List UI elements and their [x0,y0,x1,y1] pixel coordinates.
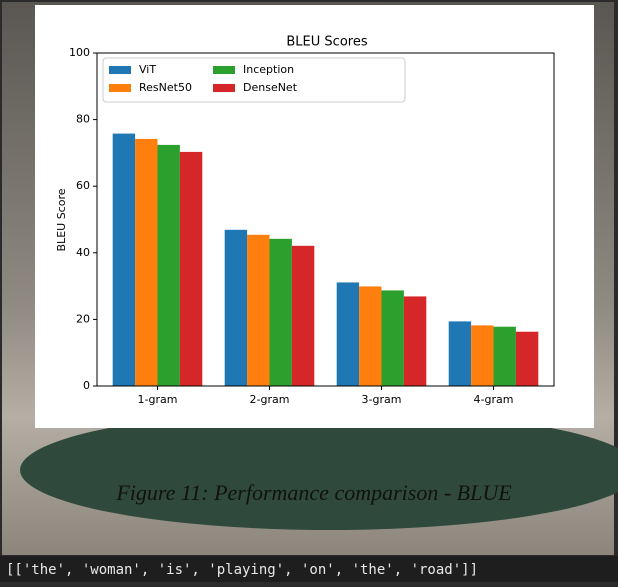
y-tick-label: 80 [76,113,90,126]
legend-swatch [109,66,131,74]
photo-object [20,410,618,530]
x-tick-label: 1-gram [138,393,178,406]
legend-swatch [109,84,131,92]
legend-swatch [213,84,235,92]
bar [179,151,203,386]
bar [448,321,472,386]
bar [291,245,315,386]
y-axis-label: BLEU Score [55,188,68,251]
legend-label: DenseNet [243,81,298,94]
legend-label: ViT [139,63,156,76]
y-tick-label: 20 [76,312,90,325]
chart-title: BLEU Scores [286,35,367,50]
x-tick-label: 3-gram [362,393,402,406]
bar [359,286,382,386]
bar [336,282,360,386]
legend-label: ResNet50 [139,81,192,94]
y-tick-label: 100 [69,46,90,59]
bar [471,325,494,386]
plot-frame [96,52,555,387]
bar [112,133,136,386]
legend-label: Inception [243,63,294,76]
bar [381,290,404,386]
legend-box [102,57,406,103]
bar [224,229,248,386]
y-tick-label: 60 [76,179,90,192]
x-tick-label: 2-gram [250,393,290,406]
output-bar [0,556,618,582]
bar [247,234,270,386]
y-tick-label: 40 [76,246,90,259]
output-text: [['the', 'woman', 'is', 'playing', 'on',… [6,562,478,578]
y-tick-label: 0 [83,379,90,392]
bar [135,138,158,386]
caption: Figure 11: Performance comparison - BLUE [115,480,512,505]
bar [157,144,180,386]
bar [403,296,427,386]
bar [269,238,292,386]
legend-swatch [213,66,235,74]
x-tick-label: 4-gram [474,393,514,406]
bar [493,326,516,386]
bar [515,331,539,386]
